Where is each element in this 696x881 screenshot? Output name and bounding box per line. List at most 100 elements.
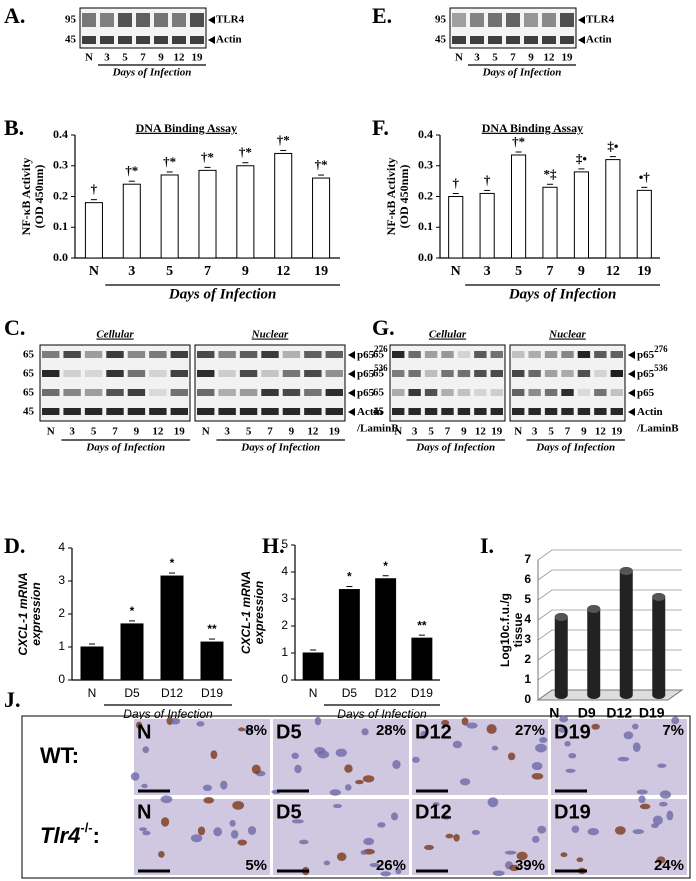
blot-band xyxy=(544,370,558,377)
blot-band xyxy=(261,389,279,396)
cell xyxy=(571,825,580,834)
cell xyxy=(587,828,599,836)
blot-band xyxy=(528,370,541,377)
bar xyxy=(573,171,589,259)
arrowhead xyxy=(628,370,635,378)
mw-label: 95 xyxy=(65,14,77,26)
blot-band xyxy=(218,370,236,377)
y-axis-label: expression xyxy=(29,582,43,645)
cell xyxy=(632,742,641,753)
blot-band xyxy=(261,370,279,377)
protein-label: p65276 xyxy=(357,344,388,360)
cell xyxy=(220,780,228,790)
cell xyxy=(453,833,460,842)
group-label: Cellular xyxy=(96,329,134,341)
micrograph xyxy=(412,719,548,795)
bar xyxy=(302,652,324,681)
protein-label: Actin xyxy=(357,406,383,418)
blot-band xyxy=(282,351,301,358)
lane-label: N xyxy=(47,426,55,438)
group-label: Nuclear xyxy=(548,329,586,341)
grid-line xyxy=(537,629,682,641)
blot-band xyxy=(512,389,525,396)
x-tick-label: N xyxy=(451,264,461,279)
blot-band xyxy=(457,389,471,396)
arrowhead xyxy=(578,16,585,24)
blot-band xyxy=(441,351,454,358)
cell xyxy=(466,722,478,729)
protein-label: Actin xyxy=(216,34,242,46)
arrowhead xyxy=(578,36,585,44)
protein-site: 276 xyxy=(654,344,668,354)
significance-marker: †* xyxy=(512,134,525,149)
cell xyxy=(170,717,181,725)
cell xyxy=(412,756,420,763)
x-axis-label: Days of Infection xyxy=(508,286,617,302)
blot-band xyxy=(577,370,591,377)
y-tick-label: 5 xyxy=(281,537,288,551)
cell xyxy=(139,827,147,832)
y-tick-label: 0.2 xyxy=(53,188,68,202)
panel-letter: B. xyxy=(4,115,24,140)
x-tick-label: 5 xyxy=(166,264,173,279)
blot-band xyxy=(452,36,466,44)
blot-band xyxy=(392,389,405,396)
y-axis-label: Log10c.f.u./g xyxy=(498,593,512,667)
protein-label: p65 xyxy=(637,387,655,399)
blot-band xyxy=(239,389,258,396)
x-axis-label: Days of Infection xyxy=(482,67,562,79)
cell xyxy=(432,802,440,807)
blot-band xyxy=(218,351,236,358)
cell xyxy=(203,796,215,804)
significance-marker: †* xyxy=(163,154,176,169)
cell xyxy=(332,803,342,809)
blot-band xyxy=(474,408,487,415)
cell xyxy=(323,860,331,866)
tile-tag: D19 xyxy=(554,801,591,823)
lane-label: 12 xyxy=(544,52,556,64)
blot-band xyxy=(100,13,114,27)
blot-band xyxy=(506,13,520,27)
blot-band xyxy=(560,13,574,27)
panel-letter: G. xyxy=(372,315,395,340)
x-tick-label: 19 xyxy=(314,264,328,279)
x-tick-label: 5 xyxy=(515,264,522,279)
y-tick-label: 0.0 xyxy=(418,250,433,264)
cell xyxy=(659,790,672,799)
mw-label: 45 xyxy=(373,406,385,418)
cell xyxy=(362,775,375,783)
cell xyxy=(560,852,568,858)
cell xyxy=(650,823,659,829)
row-label-suffix: : xyxy=(93,823,100,848)
cell xyxy=(492,870,505,877)
x-tick-label: D9 xyxy=(578,705,596,721)
protein-label: p65536 xyxy=(637,363,668,379)
blot-band xyxy=(441,370,454,377)
x-axis-label: Days of Infection xyxy=(535,442,615,454)
cell xyxy=(291,752,299,760)
cell xyxy=(291,819,304,824)
cell xyxy=(671,716,680,725)
cell xyxy=(244,727,254,733)
y-tick-label: 0.3 xyxy=(53,158,68,172)
protein-label: p65276 xyxy=(637,344,668,360)
mw-label: 65 xyxy=(23,368,35,380)
blot-band xyxy=(106,408,124,415)
bar xyxy=(479,192,495,259)
mw-label: 45 xyxy=(23,406,35,418)
tile-tag: D19 xyxy=(554,721,591,743)
bar-top xyxy=(554,613,568,621)
cell xyxy=(539,737,548,743)
tile-tag: N xyxy=(137,721,151,743)
x-tick-label: D5 xyxy=(342,686,358,700)
blot-band xyxy=(170,370,188,377)
cell xyxy=(355,779,364,785)
blot-band xyxy=(542,13,556,27)
lane-label: 3 xyxy=(69,426,75,438)
cell xyxy=(202,784,213,792)
y-tick-label: 3 xyxy=(524,632,531,646)
blot-band xyxy=(594,389,607,396)
x-tick-label: N xyxy=(549,705,559,721)
blot-band xyxy=(149,408,167,415)
cell xyxy=(369,863,380,868)
